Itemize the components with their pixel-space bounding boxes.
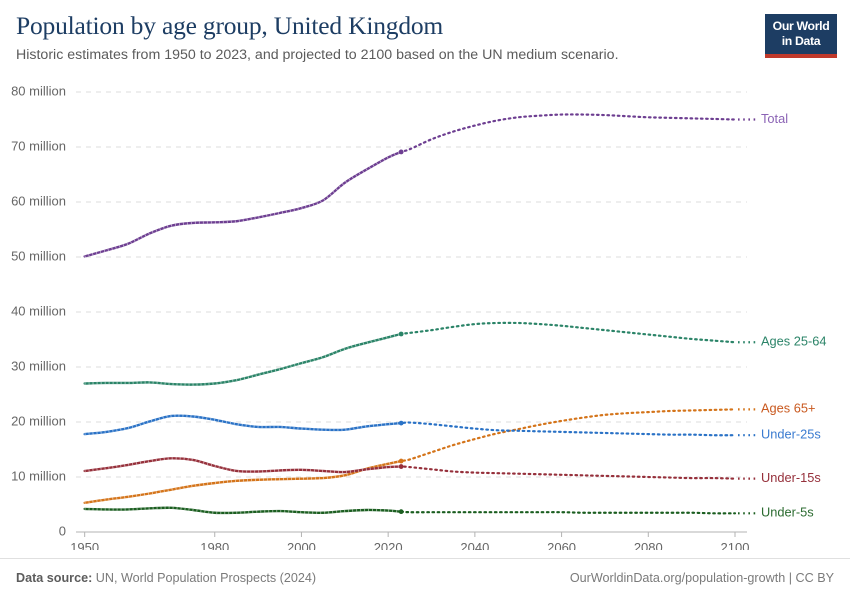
- series-endpoint-dot: [398, 149, 404, 155]
- y-axis-tick-label: 0: [59, 523, 66, 538]
- series-line-historic: [83, 506, 402, 515]
- y-axis-tick-label: 40 million: [11, 303, 66, 318]
- y-axis-tick-label: 60 million: [11, 193, 66, 208]
- y-axis-tick-label: 80 million: [11, 83, 66, 98]
- series-historic-total: [83, 150, 402, 258]
- series-historic-under-15s: [83, 457, 402, 474]
- series-line-historic: [83, 459, 402, 505]
- series-label-under-25s[interactable]: Under-25s: [761, 427, 821, 442]
- series-endpoint-dot: [398, 509, 404, 515]
- x-axis-tick-label: 1980: [200, 540, 229, 550]
- series-marker-beads: [84, 414, 402, 436]
- series-line-historic: [83, 457, 402, 474]
- line-chart-svg: 0 10 million 20 million 30 million 40 millio…: [11, 83, 826, 550]
- series-historic-ages-25-64: [83, 332, 402, 386]
- series-line-historic: [83, 414, 402, 436]
- y-axis-tick-label: 30 million: [11, 358, 66, 373]
- y-axis-tick-label: 70 million: [11, 138, 66, 153]
- y-axis-tick-label: 10 million: [11, 468, 66, 483]
- logo-line-1: Our World: [772, 19, 830, 33]
- series-line-projected-total: [401, 113, 737, 154]
- series-label-total[interactable]: Total: [761, 111, 788, 126]
- series-endpoint-dot: [398, 458, 404, 464]
- data-source-value: UN, World Population Prospects (2024): [95, 571, 317, 585]
- series-line-projected-under-25s: [401, 421, 737, 437]
- series-label-ages-25-64[interactable]: Ages 25-64: [761, 334, 826, 349]
- series-historic-ages-65-: [83, 459, 402, 505]
- x-axis-tick-label: 2000: [287, 540, 316, 550]
- series-historic-under-5s: [83, 506, 402, 515]
- x-axis-tick-label: 2080: [634, 540, 663, 550]
- x-axis-tick-label: 2020: [374, 540, 403, 550]
- series-line-projected-under-15s: [401, 465, 737, 480]
- series-endpoint-dot: [398, 464, 404, 469]
- y-axis-tick-label: 50 million: [11, 248, 66, 263]
- x-axis-tick-label: 1950: [70, 540, 99, 550]
- data-source: Data source: UN, World Population Prospe…: [16, 571, 316, 585]
- series-marker-beads: [84, 457, 402, 474]
- chart-header: Population by age group, United Kingdom …: [16, 11, 756, 64]
- x-axis-tick-label: 2060: [547, 540, 576, 550]
- logo-line-2: in Data: [781, 33, 821, 48]
- chart-plot-area: 0 10 million 20 million 30 million 40 millio…: [0, 80, 850, 550]
- series-line-projected-under-5s: [401, 510, 737, 515]
- y-axis-tick-label: 20 million: [11, 413, 66, 428]
- chart-footer: Data source: UN, World Population Prospe…: [0, 558, 850, 600]
- series-endpoint-dot: [398, 420, 404, 426]
- x-axis-tick-label: 2100: [721, 540, 750, 550]
- x-axis-tick-label: 2040: [460, 540, 489, 550]
- series-label-under-15s[interactable]: Under-15s: [761, 470, 821, 485]
- series-line-historic: [83, 150, 402, 258]
- series-line-projected-ages-65-: [401, 408, 737, 463]
- series-historic-under-25s: [83, 414, 402, 436]
- series-label-under-5s[interactable]: Under-5s: [761, 505, 814, 520]
- chart-subtitle: Historic estimates from 1950 to 2023, an…: [16, 46, 619, 63]
- series-line-projected-ages-25-64: [401, 321, 737, 344]
- data-source-label: Data source:: [16, 571, 93, 585]
- attribution-link[interactable]: OurWorldinData.org/population-growth | C…: [569, 571, 834, 585]
- our-world-in-data-logo[interactable]: Our World in Data: [765, 14, 837, 58]
- series-marker-beads: [84, 150, 402, 258]
- page-title: Population by age group, United Kingdom: [16, 11, 444, 40]
- series-endpoint-dot: [398, 331, 404, 337]
- series-line-historic: [83, 332, 402, 386]
- series-label-ages-65-[interactable]: Ages 65+: [761, 401, 815, 416]
